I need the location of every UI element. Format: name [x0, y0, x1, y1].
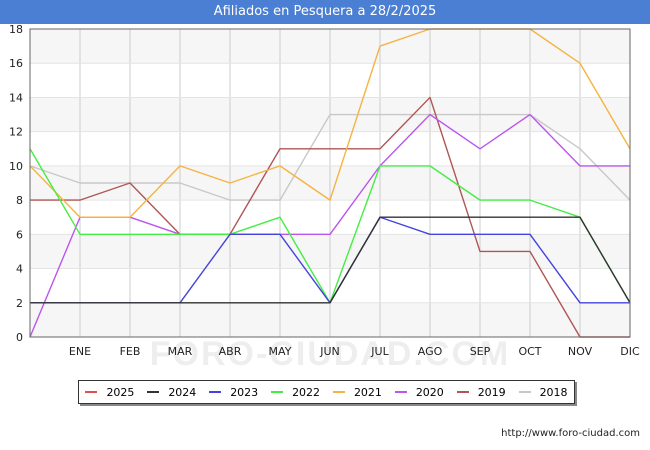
- legend-swatch: [332, 391, 345, 393]
- y-tick-label: 2: [16, 297, 23, 310]
- legend-swatch: [271, 391, 284, 393]
- legend-item-2022: 2022: [271, 386, 320, 399]
- legend-label: 2021: [353, 385, 382, 399]
- legend-label: 2024: [168, 385, 197, 399]
- legend-swatch: [394, 391, 407, 393]
- legend-item-2018: 2018: [518, 385, 568, 399]
- x-tick-label: MAY: [269, 345, 292, 358]
- x-tick-label: ABR: [219, 345, 242, 358]
- y-tick-label: 4: [16, 263, 23, 276]
- legend-label: 2025: [106, 385, 135, 399]
- x-tick-label: SEP: [470, 345, 491, 358]
- legend-swatch: [147, 391, 160, 393]
- legend-label: 2020: [415, 385, 444, 399]
- legend-item-2021: 2021: [332, 385, 382, 399]
- watermark: FORO-CIUDAD.COM: [150, 335, 511, 373]
- y-tick-label: 12: [9, 126, 23, 139]
- y-tick-label: 14: [9, 91, 23, 104]
- x-tick-label: MAR: [168, 345, 193, 358]
- x-tick-label: DIC: [620, 345, 640, 358]
- legend-swatch: [85, 391, 98, 393]
- chart-title: Afiliados en Pesquera a 28/2/2025: [0, 0, 650, 24]
- x-tick-label: ENE: [69, 345, 91, 358]
- legend-item-2023: 2023: [209, 386, 258, 399]
- legend-label: 2023: [230, 385, 259, 399]
- y-tick-label: 16: [9, 57, 23, 70]
- legend: 2025 2024 2023 2022 2021 2020 2019 2018: [78, 380, 575, 404]
- legend-label: 2019: [477, 385, 506, 399]
- legend-swatch: [456, 391, 469, 393]
- x-tick-label: OCT: [518, 345, 541, 358]
- legend-item-2024: 2024: [147, 386, 196, 399]
- y-tick-label: 18: [9, 23, 23, 36]
- legend-item-2019: 2019: [456, 385, 506, 399]
- y-tick-label: 6: [16, 228, 23, 241]
- x-tick-label: JUN: [319, 345, 340, 358]
- legend-label: 2022: [292, 385, 321, 399]
- legend-swatch: [518, 391, 531, 393]
- x-tick-label: NOV: [568, 345, 593, 358]
- y-tick-label: 8: [16, 194, 23, 207]
- legend-item-2025: 2025: [85, 386, 134, 399]
- legend-label: 2018: [539, 385, 568, 399]
- x-tick-label: AGO: [418, 345, 443, 358]
- series-line-2024: [30, 216, 631, 304]
- source-url: http://www.foro-ciudad.com: [501, 428, 640, 439]
- y-tick-label: 10: [9, 160, 23, 173]
- legend-swatch: [209, 391, 222, 393]
- x-tick-label: JUL: [370, 345, 389, 358]
- y-tick-label: 0: [16, 331, 23, 344]
- x-tick-label: FEB: [120, 345, 141, 358]
- series-line-2019: [30, 96, 630, 338]
- legend-item-2020: 2020: [394, 385, 444, 399]
